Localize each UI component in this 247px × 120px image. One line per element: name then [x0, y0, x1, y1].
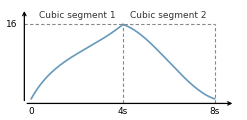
Text: Cubic segment 2: Cubic segment 2 [130, 11, 207, 20]
Text: 8s: 8s [209, 107, 220, 116]
Text: 4s: 4s [118, 107, 128, 116]
Text: 16: 16 [6, 20, 18, 29]
Text: Cubic segment 1: Cubic segment 1 [39, 11, 115, 20]
Text: 0: 0 [28, 107, 34, 116]
